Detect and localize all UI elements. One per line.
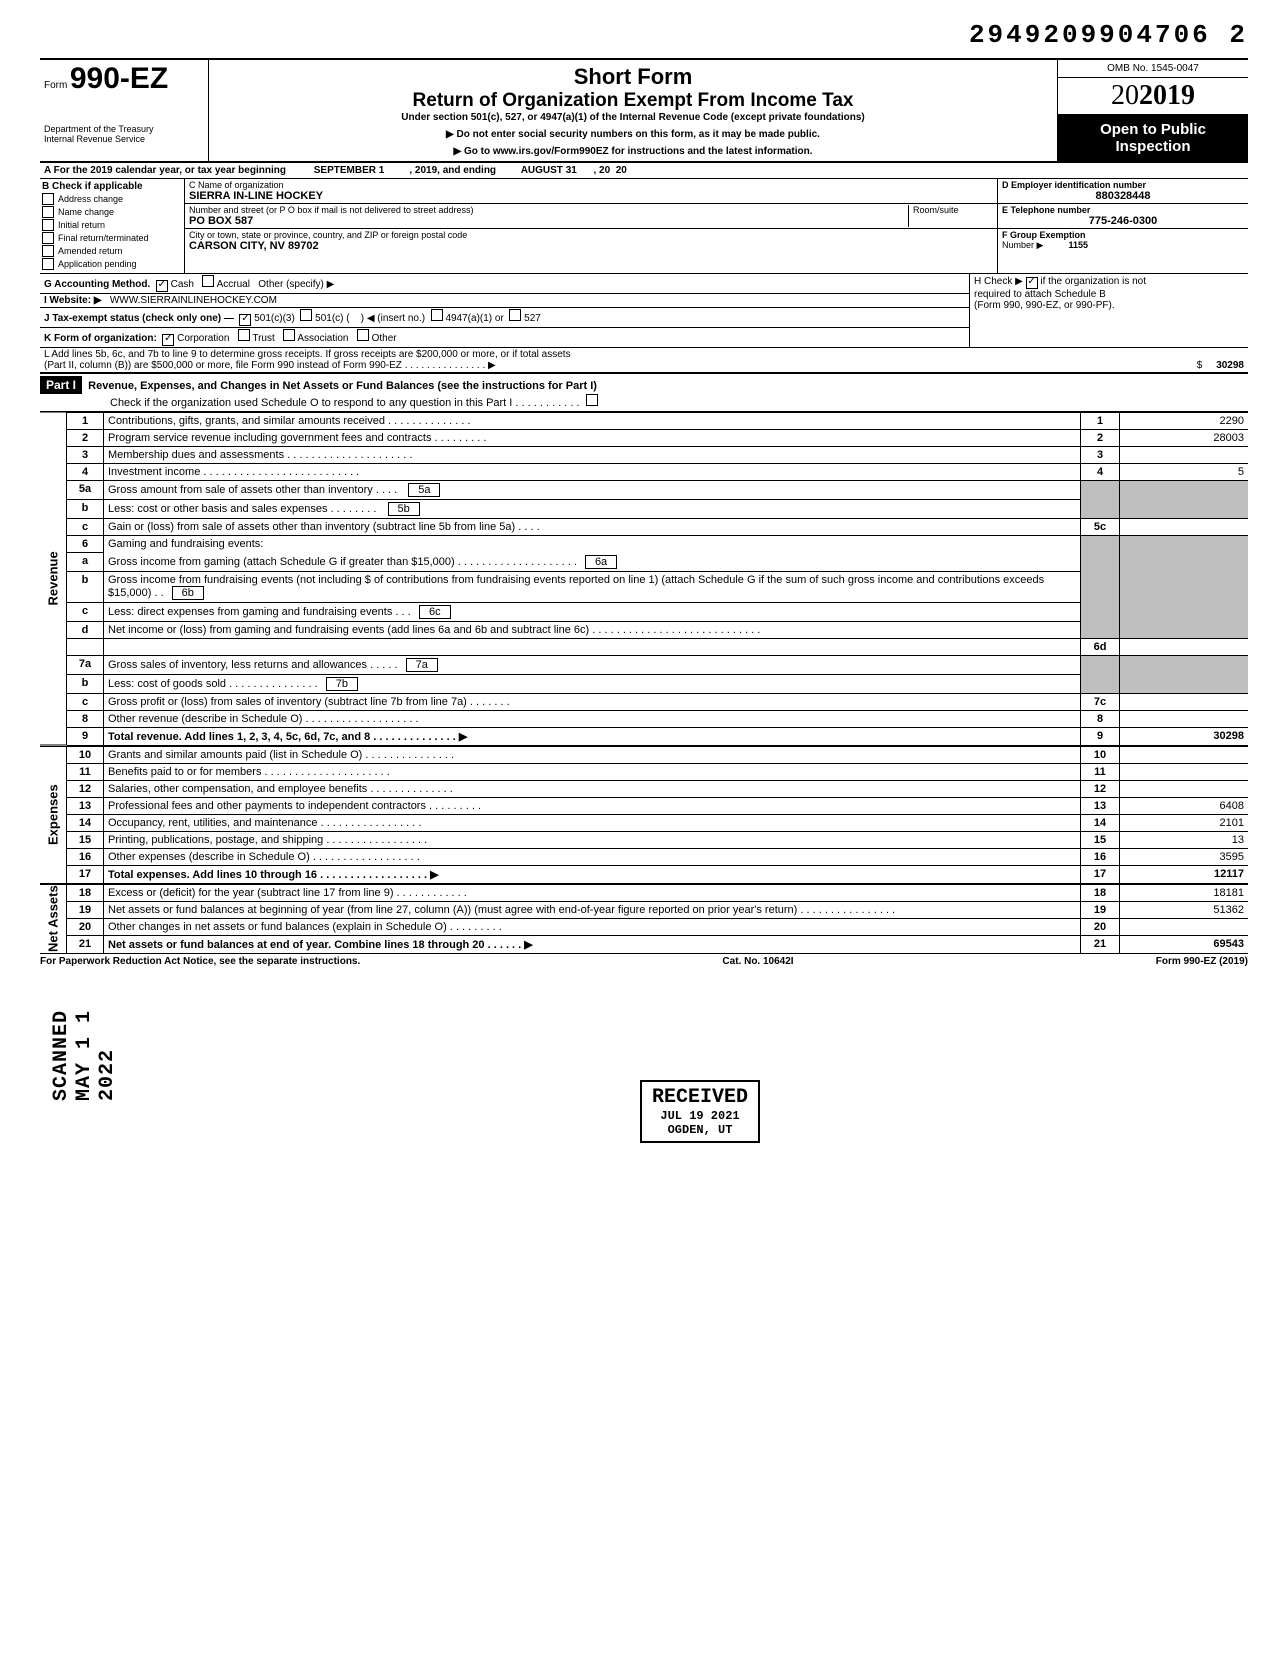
- chk-accrual[interactable]: [202, 275, 214, 287]
- line13-amt: 6408: [1120, 797, 1249, 814]
- group-exemption: 1155: [1068, 240, 1088, 250]
- line-g: G Accounting Method. Cash Accrual Other …: [40, 274, 969, 294]
- gross-receipts: 30298: [1216, 360, 1244, 371]
- form-990ez-page: 2949209904706 2 Form 990-EZ Department o…: [40, 20, 1248, 967]
- header-mid: Short Form Return of Organization Exempt…: [209, 60, 1057, 161]
- expenses-side-label: Expenses: [40, 746, 67, 884]
- org-city: CARSON CITY, NV 89702: [189, 240, 467, 252]
- chk-trust[interactable]: [238, 329, 250, 341]
- line6d-amt: [1120, 638, 1249, 655]
- line16-amt: 3595: [1120, 848, 1249, 865]
- line3-amt: [1120, 447, 1249, 464]
- line-i: I Website: ▶ WWW.SIERRAINLINEHOCKEY.COM: [40, 294, 969, 308]
- form-header: Form 990-EZ Department of the Treasury I…: [40, 58, 1248, 163]
- irs-label: Internal Revenue Service: [44, 134, 204, 144]
- chk-cash[interactable]: [156, 280, 168, 292]
- chk-other-org[interactable]: [357, 329, 369, 341]
- chk-4947[interactable]: [431, 309, 443, 321]
- note-ssn: ▶ Do not enter social security numbers o…: [217, 129, 1049, 140]
- revenue-section: Revenue 1Contributions, gifts, grants, a…: [40, 412, 1248, 746]
- line15-amt: 13: [1120, 831, 1249, 848]
- chk-final-return[interactable]: [42, 232, 54, 244]
- line10-amt: [1120, 746, 1249, 763]
- revenue-table: 1Contributions, gifts, grants, and simil…: [67, 412, 1248, 746]
- chk-501c3[interactable]: [239, 314, 251, 326]
- title-short-form: Short Form: [217, 64, 1049, 90]
- telephone: 775-246-0300: [1002, 215, 1244, 227]
- line-k: K Form of organization: Corporation Trus…: [40, 328, 969, 347]
- net-assets-section: Net Assets 18Excess or (deficit) for the…: [40, 884, 1248, 954]
- form-number: 990-EZ: [70, 62, 168, 95]
- line-l: L Add lines 5b, 6c, and 7b to line 9 to …: [40, 348, 1248, 373]
- section-b: B Check if applicable Address change Nam…: [40, 179, 185, 273]
- line-a: A For the 2019 calendar year, or tax yea…: [40, 163, 1248, 179]
- tax-year-yy: 20: [616, 165, 627, 176]
- omb-number: OMB No. 1545-0047: [1058, 60, 1248, 78]
- chk-corporation[interactable]: [162, 334, 174, 346]
- footer-right: Form 990-EZ (2019): [1156, 956, 1248, 967]
- part1-title: Revenue, Expenses, and Changes in Net As…: [88, 380, 597, 392]
- ein: 880328448: [1002, 190, 1244, 202]
- received-stamp: RECEIVED JUL 19 2021 OGDEN, UT: [640, 1080, 760, 1143]
- scanned-stamp: SCANNED MAY 1 1 2022: [50, 1010, 119, 1101]
- right-column: D Employer identification number 8803284…: [997, 179, 1248, 273]
- title-return: Return of Organization Exempt From Incom…: [217, 90, 1049, 112]
- footer-left: For Paperwork Reduction Act Notice, see …: [40, 956, 360, 967]
- chk-501c[interactable]: [300, 309, 312, 321]
- line2-amt: 28003: [1120, 430, 1249, 447]
- line14-amt: 2101: [1120, 814, 1249, 831]
- org-info-grid: B Check if applicable Address change Nam…: [40, 179, 1248, 274]
- document-number: 2949209904706 2: [40, 20, 1248, 50]
- line11-amt: [1120, 763, 1249, 780]
- section-c: C Name of organization SIERRA IN-LINE HO…: [185, 179, 997, 273]
- line5c-amt: [1120, 519, 1249, 536]
- chk-application-pending[interactable]: [42, 258, 54, 270]
- website: WWW.SIERRAINLINEHOCKEY.COM: [110, 295, 277, 306]
- chk-schedule-o-part1[interactable]: [586, 394, 598, 406]
- page-footer: For Paperwork Reduction Act Notice, see …: [40, 954, 1248, 967]
- chk-address-change[interactable]: [42, 193, 54, 205]
- line8-amt: [1120, 710, 1249, 727]
- open-to-public: Open to Public Inspection: [1058, 115, 1248, 161]
- revenue-side-label: Revenue: [40, 412, 67, 746]
- line-j: J Tax-exempt status (check only one) — 5…: [40, 308, 969, 328]
- chk-initial-return[interactable]: [42, 219, 54, 231]
- line19-amt: 51362: [1120, 901, 1249, 918]
- org-name: SIERRA IN-LINE HOCKEY: [189, 190, 323, 202]
- chk-527[interactable]: [509, 309, 521, 321]
- line12-amt: [1120, 780, 1249, 797]
- section-h: H Check ▶ if the organization is not req…: [969, 274, 1248, 347]
- tax-year: 202019: [1058, 78, 1248, 115]
- line21-amt: 69543: [1120, 935, 1249, 953]
- chk-name-change[interactable]: [42, 206, 54, 218]
- chk-amended-return[interactable]: [42, 245, 54, 257]
- line1-amt: 2290: [1120, 413, 1249, 430]
- part1-header-row: Part I Revenue, Expenses, and Changes in…: [40, 373, 1248, 412]
- chk-schedule-b-not-required[interactable]: [1026, 277, 1038, 289]
- part1-label: Part I: [40, 376, 82, 394]
- tax-year-begin: SEPTEMBER 1: [314, 165, 385, 176]
- line17-amt: 12117: [1120, 865, 1249, 883]
- line18-amt: 18181: [1120, 884, 1249, 901]
- header-left: Form 990-EZ Department of the Treasury I…: [40, 60, 209, 161]
- expenses-section: Expenses 10Grants and similar amounts pa…: [40, 746, 1248, 884]
- note-url: ▶ Go to www.irs.gov/Form990EZ for instru…: [217, 146, 1049, 157]
- dept-treasury: Department of the Treasury: [44, 124, 204, 134]
- chk-association[interactable]: [283, 329, 295, 341]
- line9-amt: 30298: [1120, 727, 1249, 745]
- form-prefix: Form: [44, 80, 67, 91]
- org-address: PO BOX 587: [189, 215, 908, 227]
- header-right: OMB No. 1545-0047 202019 Open to Public …: [1057, 60, 1248, 161]
- line4-amt: 5: [1120, 464, 1249, 481]
- line20-amt: [1120, 918, 1249, 935]
- line7c-amt: [1120, 693, 1249, 710]
- subtitle: Under section 501(c), 527, or 4947(a)(1)…: [217, 112, 1049, 123]
- footer-mid: Cat. No. 10642I: [722, 956, 793, 967]
- expenses-table: 10Grants and similar amounts paid (list …: [67, 746, 1248, 884]
- netassets-side-label: Net Assets: [40, 884, 67, 954]
- netassets-table: 18Excess or (deficit) for the year (subt…: [67, 884, 1248, 954]
- tax-year-end: AUGUST 31: [521, 165, 577, 176]
